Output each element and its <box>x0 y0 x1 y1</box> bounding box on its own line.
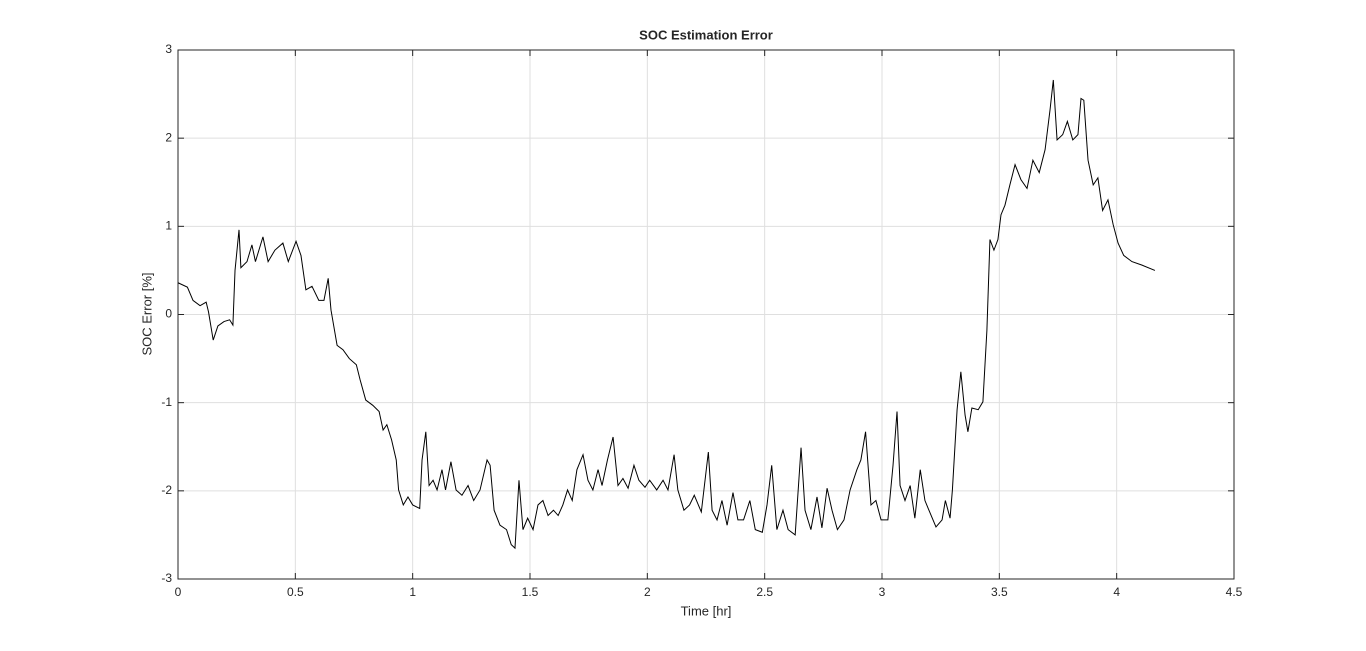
x-tick-label: 1 <box>409 585 416 599</box>
x-tick-label: 0.5 <box>287 585 304 599</box>
y-tick-label: -2 <box>161 483 172 497</box>
x-tick-label: 2 <box>644 585 651 599</box>
x-tick-label: 3 <box>879 585 886 599</box>
y-tick-label: -1 <box>161 395 172 409</box>
axes-box <box>177 49 1235 580</box>
data-line <box>177 79 1156 550</box>
x-axis-label: Time [hr] <box>681 603 732 618</box>
x-tick-label: 2.5 <box>756 585 773 599</box>
x-tick-label: 4.5 <box>1226 585 1243 599</box>
y-tick-label: -3 <box>161 571 172 585</box>
x-tick-label: 3.5 <box>991 585 1008 599</box>
x-tick-label: 4 <box>1113 585 1120 599</box>
y-axis-label: SOC Error [%] <box>139 272 154 355</box>
y-tick-label: 2 <box>165 130 172 144</box>
x-tick-label: 1.5 <box>522 585 539 599</box>
y-tick-label: 3 <box>165 42 172 56</box>
x-tick-label: 0 <box>175 585 182 599</box>
y-tick-label: 1 <box>165 219 172 233</box>
y-tick-label: 0 <box>165 307 172 321</box>
chart-title: SOC Estimation Error <box>639 27 773 42</box>
